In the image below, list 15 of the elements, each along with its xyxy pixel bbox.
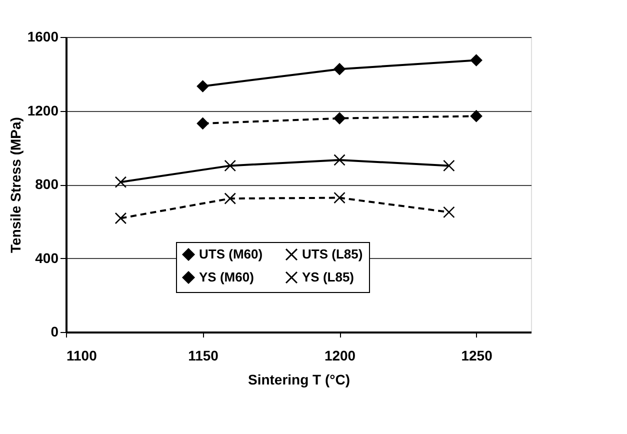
y-tick-label: 1600 [27, 28, 59, 44]
legend-label: YS (L85) [302, 270, 354, 284]
x-tick-label: 1200 [324, 348, 356, 364]
legend-label: UTS (M60) [199, 246, 263, 262]
legend-label: UTS (L85) [302, 246, 363, 262]
y-tick-label: 800 [35, 176, 59, 192]
x-tick-label: 1150 [188, 348, 219, 364]
y-axis-title: Tensile Stress (MPa) [7, 117, 24, 253]
x-tick-label: 1100 [66, 348, 98, 364]
y-tick-label: 1200 [27, 102, 59, 118]
x-axis-title: Sintering T (°C) [248, 372, 350, 388]
y-tick-label: 0 [50, 324, 59, 340]
y-tick-label: 400 [35, 250, 59, 266]
legend-label: YS (M60) [199, 270, 254, 284]
x-tick-label: 1250 [461, 348, 493, 364]
